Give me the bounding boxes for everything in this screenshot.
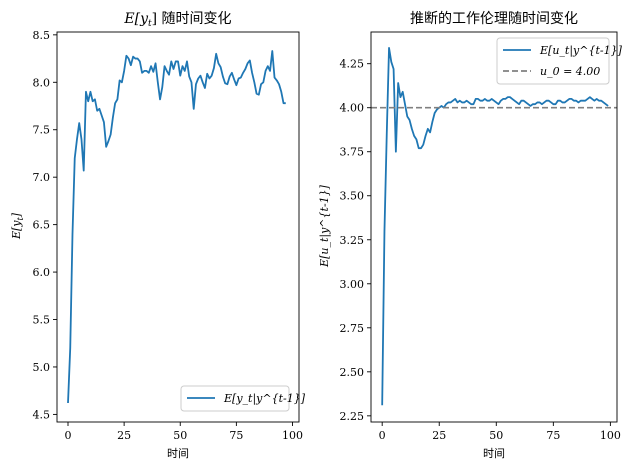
right-x-axis-ticks: 0 25 50 75 100 <box>379 422 621 442</box>
right-legend-label-reference: u_0 = 4.00 <box>540 65 600 78</box>
x-tick-label: 0 <box>379 429 386 442</box>
y-tick-label: 4.5 <box>33 408 51 421</box>
x-tick-label: 100 <box>282 429 303 442</box>
left-legend-box <box>180 385 290 412</box>
y-tick-label: 7.0 <box>33 171 51 184</box>
x-tick-label: 25 <box>117 429 131 442</box>
left-chart-title: E[yt] 随时间变化 <box>123 11 231 29</box>
series-line-0 <box>67 50 286 404</box>
left-chart-panel: E[yt] 随时间变化 0 25 50 75 100 4.5 5.0 5.5 6.0 6.5 7.… <box>10 11 306 460</box>
y-tick-label: 8.5 <box>33 29 51 42</box>
right-y-axis-label: E[u_t|y^{t-1}] <box>318 184 332 268</box>
left-x-axis-ticks: 0 25 50 75 100 <box>65 422 303 442</box>
y-tick-label: 3.75 <box>340 146 365 159</box>
right-x-axis-label: 时间 <box>483 447 505 460</box>
y-tick-label: 4.00 <box>340 102 365 115</box>
y-tick-label: 7.5 <box>33 124 51 137</box>
left-y-axis-ticks: 4.5 5.0 5.5 6.0 6.5 7.0 7.5 8.0 8.5 <box>33 29 57 421</box>
x-tick-label: 0 <box>65 429 72 442</box>
left-legend-label: E[y_t|y^{t-1}] <box>223 392 306 406</box>
right-chart-title: 推断的工作伦理随时间变化 <box>410 11 578 27</box>
axes-frame <box>56 31 300 423</box>
x-tick-label: 25 <box>432 429 446 442</box>
right-legend: E[u_t|y^{t-1}] u_0 = 4.00 <box>496 37 623 85</box>
left-plot-area <box>56 31 300 423</box>
y-tick-label: 3.00 <box>340 278 365 291</box>
y-tick-label: 8.0 <box>33 76 51 89</box>
left-y-axis-label: E[yt] <box>10 212 25 240</box>
y-tick-label: 3.50 <box>340 190 365 203</box>
y-tick-label: 6.0 <box>33 266 51 279</box>
right-chart-panel: 推断的工作伦理随时间变化 0 25 50 75 100 2.25 2.50 2.75 3.00… <box>318 11 623 460</box>
x-tick-label: 75 <box>229 429 243 442</box>
left-legend: E[y_t|y^{t-1}] <box>180 385 306 412</box>
y-tick-label: 4.25 <box>340 58 365 71</box>
left-x-axis-label: 时间 <box>167 447 189 460</box>
x-tick-label: 50 <box>173 429 187 442</box>
x-tick-label: 50 <box>489 429 503 442</box>
axes-frame <box>370 31 618 423</box>
right-plot-area <box>370 31 618 423</box>
x-tick-label: 75 <box>546 429 560 442</box>
y-tick-label: 5.0 <box>33 361 51 374</box>
y-tick-label: 2.75 <box>340 322 365 335</box>
y-tick-label: 2.25 <box>340 410 365 423</box>
right-y-axis-ticks: 2.25 2.50 2.75 3.00 3.25 3.50 3.75 4.00 4.25 <box>340 58 371 423</box>
y-tick-label: 2.50 <box>340 366 365 379</box>
right-legend-label-series: E[u_t|y^{t-1}] <box>539 44 623 58</box>
series-line-0 <box>381 46 609 406</box>
y-tick-label: 5.5 <box>33 314 51 327</box>
y-tick-label: 6.5 <box>33 219 51 232</box>
y-tick-label: 3.25 <box>340 234 365 247</box>
x-tick-label: 100 <box>600 429 621 442</box>
